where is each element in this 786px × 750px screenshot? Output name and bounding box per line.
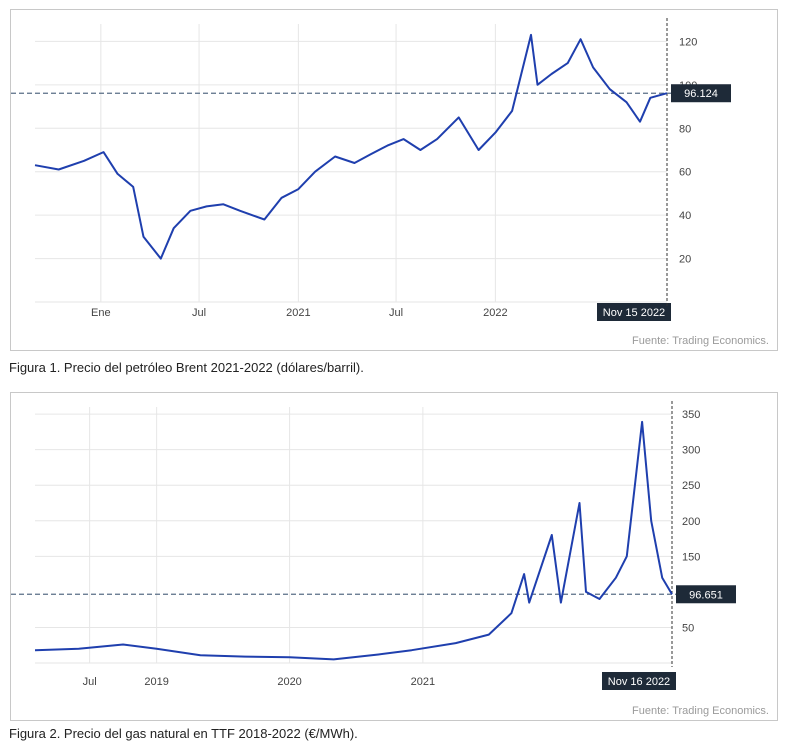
brent-caption: Figura 1. Precio del petróleo Brent 2021… [9,360,364,375]
ttf-y-tick-label: 300 [682,445,700,457]
brent-date-box [597,303,671,321]
brent-y-tick-label: 60 [679,167,691,179]
ttf-date-box [602,672,676,690]
ttf-y-tick-label: 250 [682,480,700,492]
ttf-y-tick-label: 350 [682,409,700,421]
brent-source: Fuente: Trading Economics. [632,335,769,347]
brent-chart-panel: 20406080100120EneJul2021Jul2022Nov 15 20… [10,9,778,351]
brent-y-tick-label: 40 [679,210,691,222]
brent-date-label: Nov 15 2022 [603,307,665,319]
ttf-y-tick-label: 150 [682,551,700,563]
brent-x-tick-label: Ene [91,307,111,319]
brent-y-tick-label: 120 [679,36,697,48]
brent-x-tick-label: 2022 [483,307,507,319]
brent-x-tick-label: Jul [192,307,206,319]
brent-y-tick-label: 80 [679,123,691,135]
ttf-y-tick-label: 50 [682,622,694,634]
brent-current-value-label: 96.124 [684,88,718,100]
ttf-y-tick-label: 200 [682,516,700,528]
ttf-current-value-box [676,585,736,604]
ttf-x-tick-label: 2020 [277,676,301,688]
ttf-chart: 50 150 200 250 300 350 Jul 2019 2020 2021 Nov 16 2… [11,401,736,690]
ttf-current-value-label: 96.651 [689,589,723,601]
brent-chart: 20406080100120EneJul2021Jul2022Nov 15 20… [11,18,731,321]
ttf-x-tick-label: 2019 [144,676,168,688]
ttf-caption: Figura 2. Precio del gas natural en TTF … [9,726,358,741]
brent-current-value-box [671,84,731,103]
ttf-x-tick-label: 2021 [411,676,435,688]
brent-x-tick-label: Jul [389,307,403,319]
ttf-chart-panel: 50 150 200 250 300 350 Jul 2019 2020 2021 Nov 16 2… [10,392,778,721]
brent-series-line [34,33,668,260]
brent-y-tick-label: 20 [679,254,691,266]
ttf-series-line [34,420,673,661]
brent-x-tick-label: 2021 [286,307,310,319]
ttf-source: Fuente: Trading Economics. [632,705,769,717]
ttf-date-label: Nov 16 2022 [608,676,670,688]
ttf-x-tick-label: Jul [83,676,97,688]
